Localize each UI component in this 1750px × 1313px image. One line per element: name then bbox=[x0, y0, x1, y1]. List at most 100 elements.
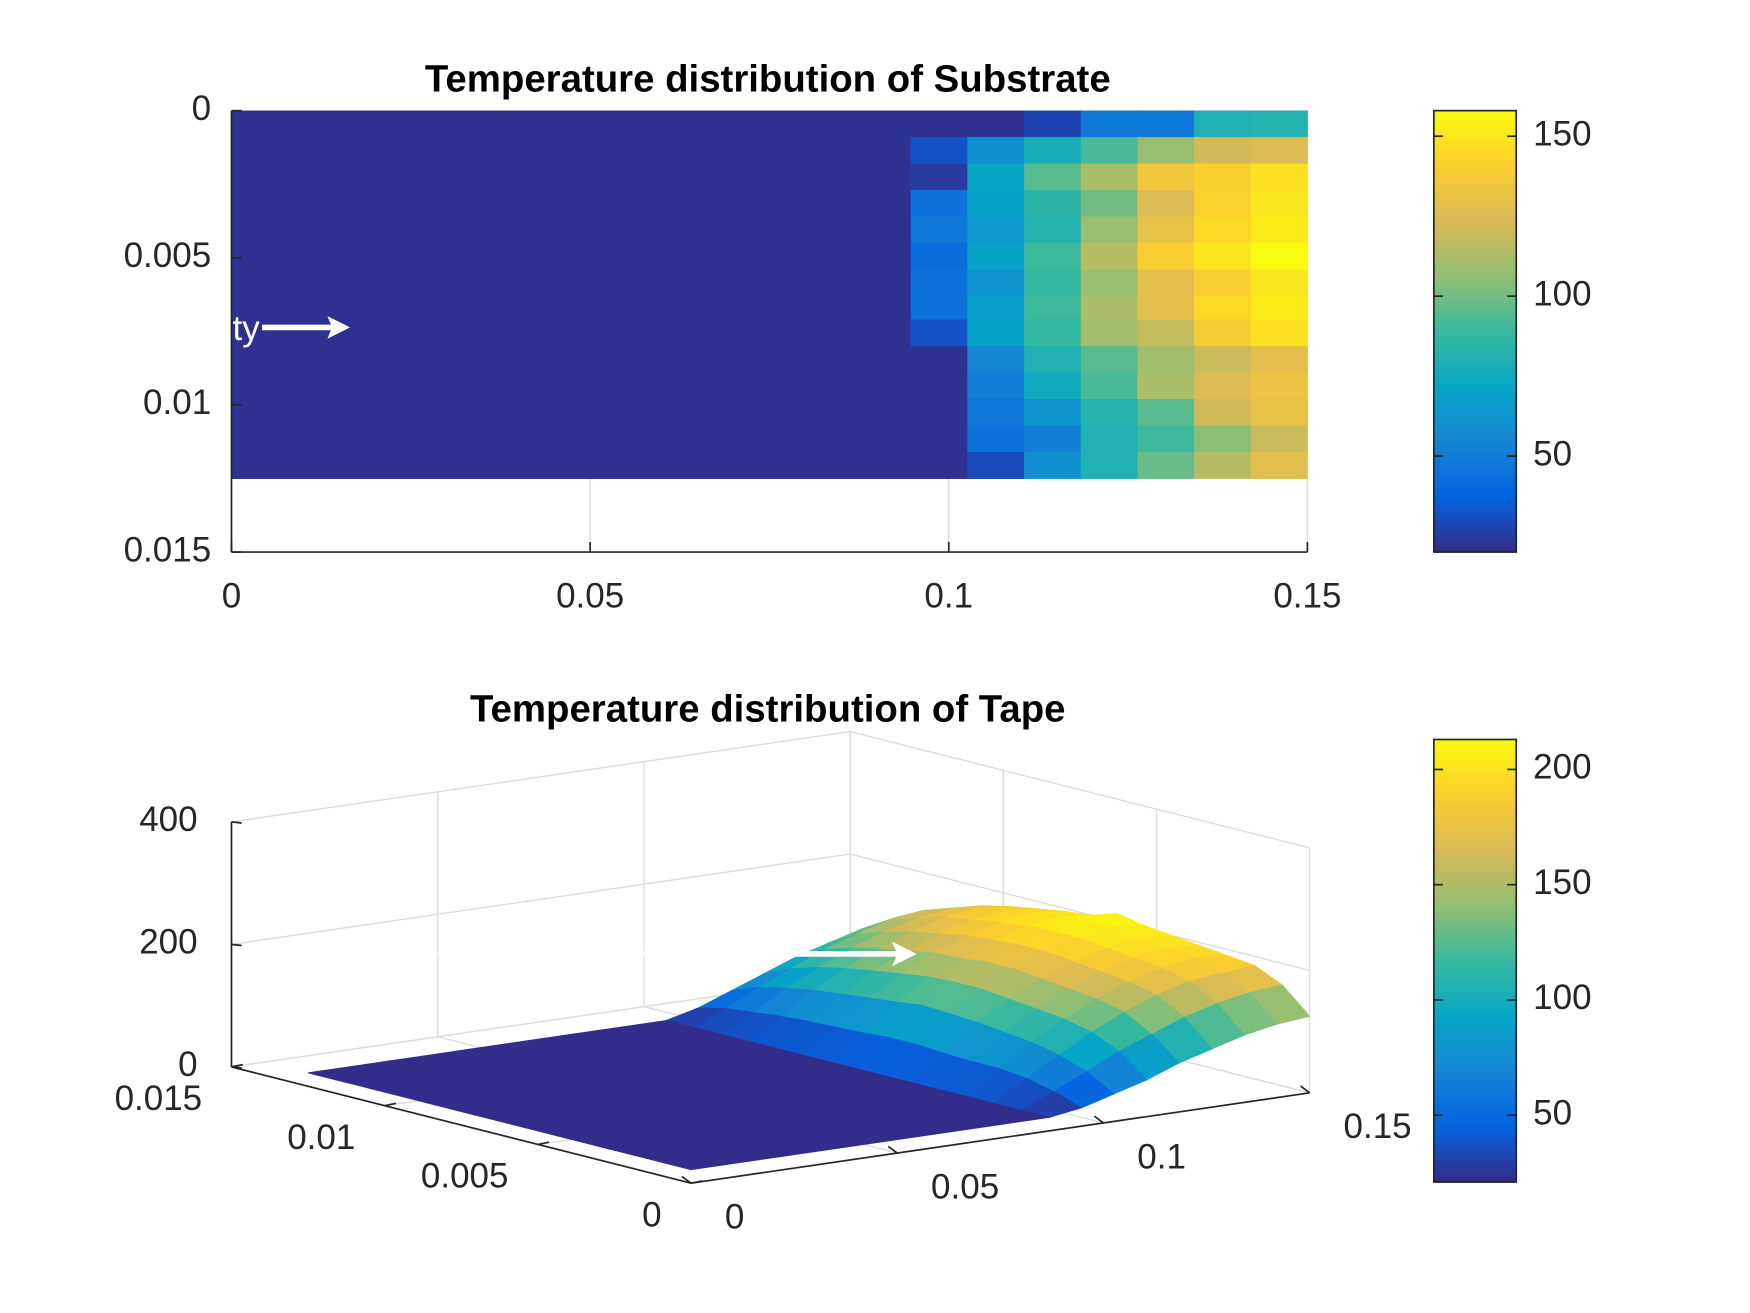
heatmap-cell bbox=[1250, 137, 1308, 165]
tick-mark bbox=[1300, 1085, 1311, 1094]
heatmap-cell bbox=[571, 372, 629, 400]
heatmap-cell bbox=[967, 346, 1025, 374]
heatmap-cell bbox=[854, 216, 912, 244]
heatmap-cell bbox=[797, 110, 855, 138]
heatmap-cell bbox=[797, 399, 855, 426]
heatmap-cell bbox=[1250, 190, 1308, 218]
y-tick-label: 0.005 bbox=[421, 1157, 509, 1196]
heatmap-cell bbox=[967, 319, 1025, 347]
y-tick-label: 0 bbox=[642, 1195, 661, 1234]
heatmap-cell bbox=[1194, 137, 1252, 165]
heatmap-cell bbox=[288, 452, 346, 479]
heatmap-cell bbox=[854, 372, 912, 400]
heatmap-cell bbox=[571, 346, 629, 374]
heatmap-cell bbox=[231, 163, 289, 191]
heatmap-cell bbox=[1024, 269, 1082, 297]
heatmap-cell bbox=[231, 110, 289, 138]
heatmap-cell bbox=[1080, 452, 1138, 479]
heatmap-cell bbox=[401, 137, 459, 165]
heatmap-cell bbox=[401, 110, 459, 138]
heatmap-cell bbox=[514, 425, 572, 453]
heatmap-cell bbox=[741, 399, 798, 426]
heatmap-cell bbox=[1024, 346, 1082, 374]
heatmap-cell bbox=[1250, 110, 1308, 138]
heatmap-cell bbox=[910, 296, 968, 321]
heatmap-cell bbox=[458, 269, 516, 297]
heatmap-cell bbox=[797, 296, 855, 321]
heatmap-cell bbox=[571, 425, 629, 453]
heatmap-cell bbox=[1194, 243, 1252, 271]
heatmap-cell bbox=[1080, 190, 1138, 218]
heatmap-cell bbox=[458, 216, 516, 244]
heatmap-cell bbox=[854, 190, 912, 218]
x-tick-label: 0.15 bbox=[1273, 577, 1341, 616]
heatmap-cell bbox=[571, 216, 629, 244]
heatmap-cell bbox=[854, 346, 912, 374]
heatmap-cell bbox=[344, 452, 402, 479]
tick-mark bbox=[1093, 1115, 1104, 1124]
heatmap-cell bbox=[1024, 137, 1082, 165]
y-tick-label: 0.01 bbox=[143, 383, 211, 422]
heatmap-cell bbox=[797, 216, 855, 244]
heatmap-cell bbox=[1024, 319, 1082, 347]
heatmap-cell bbox=[1137, 216, 1195, 244]
heatmap-cell bbox=[458, 452, 516, 479]
heatmap-cell bbox=[1024, 425, 1082, 453]
heatmap-cell bbox=[910, 243, 968, 271]
z-tick-label: 400 bbox=[139, 800, 197, 839]
heatmap-cell bbox=[628, 452, 686, 479]
tick-mark bbox=[231, 1066, 242, 1069]
heatmap-cell bbox=[288, 110, 346, 138]
heatmap-cell bbox=[288, 269, 346, 297]
heatmap-cell bbox=[910, 425, 968, 453]
y-tick-label: 0.015 bbox=[115, 1079, 203, 1118]
heatmap-cell bbox=[344, 137, 402, 165]
heatmap-cell bbox=[1137, 269, 1195, 297]
heatmap-cell bbox=[797, 372, 855, 400]
x-tick-label: 0.05 bbox=[556, 577, 624, 616]
heatmap-cell bbox=[571, 319, 629, 347]
heatmap-cell bbox=[401, 269, 459, 297]
heatmap-cell bbox=[288, 399, 346, 426]
heatmap-cell bbox=[910, 319, 968, 347]
x-tick-label: 0.1 bbox=[924, 577, 973, 616]
heatmap-cell bbox=[1080, 296, 1138, 321]
heatmap-cell bbox=[967, 216, 1025, 244]
heatmap-cell bbox=[1080, 319, 1138, 347]
colorbar-tick-label: 50 bbox=[1533, 1093, 1572, 1132]
tick-mark bbox=[537, 1141, 550, 1146]
heatmap-cell bbox=[1024, 216, 1082, 244]
heatmap-cell bbox=[741, 452, 798, 479]
heatmap-cell bbox=[1250, 452, 1308, 479]
heatmap-cell bbox=[1194, 216, 1252, 244]
heatmap-cell bbox=[797, 269, 855, 297]
heatmap-cell bbox=[910, 269, 968, 297]
heatmap-cell bbox=[1194, 319, 1252, 347]
heatmap-cell bbox=[967, 163, 1025, 191]
heatmap-cell bbox=[797, 190, 855, 218]
heatmap-cell bbox=[401, 216, 459, 244]
tick-mark bbox=[231, 821, 242, 824]
heatmap-cell bbox=[231, 346, 289, 374]
heatmap-cell bbox=[1194, 190, 1252, 218]
heatmap-cell bbox=[344, 425, 402, 453]
heatmap-cell bbox=[1137, 110, 1195, 138]
heatmap-cell bbox=[741, 137, 798, 165]
heatmap-cell bbox=[1080, 346, 1138, 374]
heatmap-cell bbox=[514, 163, 572, 191]
heatmap-cell bbox=[514, 216, 572, 244]
heatmap-cell bbox=[854, 269, 912, 297]
heatmap-cell bbox=[628, 296, 686, 321]
heatmap-cell bbox=[231, 319, 289, 347]
heatmap-cell bbox=[344, 372, 402, 400]
heatmap-cell bbox=[288, 216, 346, 244]
colorbar-tick-label: 150 bbox=[1533, 863, 1591, 902]
heatmap-cell bbox=[1024, 296, 1082, 321]
heatmap-cell bbox=[967, 190, 1025, 218]
heatmap-cell bbox=[1137, 425, 1195, 453]
heatmap-cell bbox=[1137, 163, 1195, 191]
heatmap-cell bbox=[741, 425, 798, 453]
heatmap-cell bbox=[1137, 243, 1195, 271]
heatmap-cell bbox=[1250, 269, 1308, 297]
